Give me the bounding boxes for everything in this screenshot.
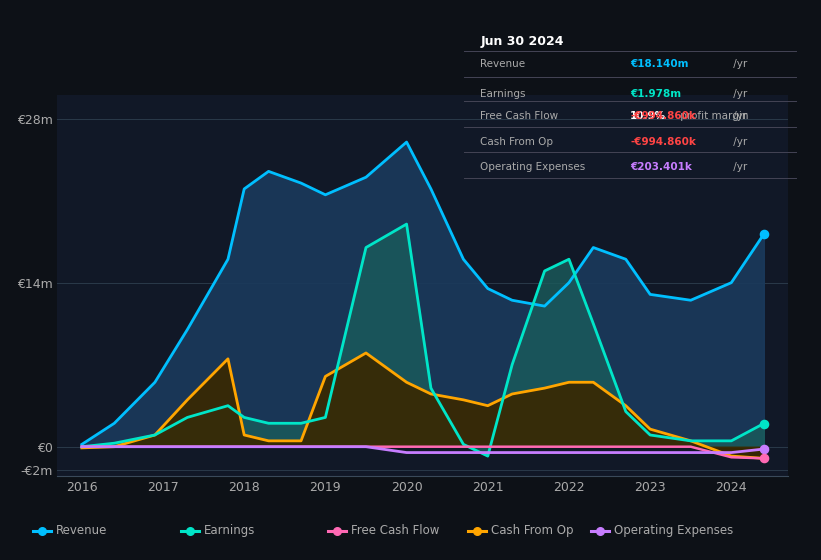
Text: Earnings: Earnings xyxy=(204,524,255,538)
Point xyxy=(757,454,770,463)
Point xyxy=(757,230,770,239)
Text: Cash From Op: Cash From Op xyxy=(480,137,553,147)
Text: -€994.860k: -€994.860k xyxy=(631,137,696,147)
Text: Free Cash Flow: Free Cash Flow xyxy=(480,111,558,121)
Text: Cash From Op: Cash From Op xyxy=(491,524,573,538)
Text: Revenue: Revenue xyxy=(480,59,525,69)
Point xyxy=(35,526,48,535)
Text: /yr: /yr xyxy=(730,59,747,69)
Point xyxy=(594,526,607,535)
Text: €203.401k: €203.401k xyxy=(631,162,692,172)
Point xyxy=(757,419,770,428)
Text: /yr: /yr xyxy=(730,89,747,99)
Point xyxy=(757,445,770,454)
Point xyxy=(183,526,196,535)
Point xyxy=(331,526,344,535)
Text: Free Cash Flow: Free Cash Flow xyxy=(351,524,440,538)
Text: 10.9%: 10.9% xyxy=(631,111,667,121)
Text: Operating Expenses: Operating Expenses xyxy=(614,524,733,538)
Text: -€994.860k: -€994.860k xyxy=(631,111,696,121)
Text: profit margin: profit margin xyxy=(677,111,748,121)
Text: Jun 30 2024: Jun 30 2024 xyxy=(480,35,564,48)
Text: Revenue: Revenue xyxy=(56,524,108,538)
Text: /yr: /yr xyxy=(730,137,747,147)
Point xyxy=(470,526,484,535)
Text: €1.978m: €1.978m xyxy=(631,89,681,99)
Text: €18.140m: €18.140m xyxy=(631,59,689,69)
Text: Earnings: Earnings xyxy=(480,89,526,99)
Text: /yr: /yr xyxy=(730,111,747,121)
Text: /yr: /yr xyxy=(730,162,747,172)
Text: Operating Expenses: Operating Expenses xyxy=(480,162,585,172)
